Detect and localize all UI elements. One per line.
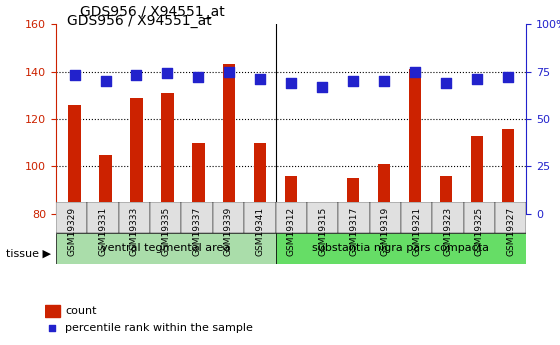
Text: ventral tegmental area: ventral tegmental area (101, 244, 230, 253)
FancyBboxPatch shape (119, 202, 150, 233)
FancyBboxPatch shape (56, 202, 87, 233)
FancyBboxPatch shape (150, 202, 181, 233)
Text: GSM19337: GSM19337 (193, 206, 202, 256)
Point (349, 78, 358, 84)
Bar (99, 155, 111, 214)
FancyBboxPatch shape (464, 202, 495, 233)
Text: tissue ▶: tissue ▶ (6, 249, 50, 258)
Text: GSM19333: GSM19333 (130, 206, 139, 256)
Point (132, 72, 141, 78)
FancyBboxPatch shape (401, 202, 432, 233)
Point (287, 80, 296, 86)
Text: GSM19319: GSM19319 (381, 206, 390, 256)
Point (473, 77, 482, 82)
Point (318, 84, 326, 89)
Bar (378, 164, 390, 214)
FancyBboxPatch shape (276, 233, 526, 264)
FancyBboxPatch shape (181, 202, 213, 233)
Point (441, 80, 450, 86)
Bar (316, 202, 328, 214)
Bar (192, 143, 204, 214)
Text: GSM19321: GSM19321 (412, 206, 421, 256)
Bar (130, 98, 143, 214)
Text: count: count (65, 306, 96, 316)
FancyBboxPatch shape (370, 202, 401, 233)
Bar (45, 305, 60, 317)
Text: GSM19317: GSM19317 (349, 206, 358, 256)
Text: GSM19335: GSM19335 (161, 206, 170, 256)
Text: GSM19325: GSM19325 (475, 206, 484, 256)
FancyBboxPatch shape (495, 202, 526, 233)
FancyBboxPatch shape (338, 202, 370, 233)
Bar (161, 93, 174, 214)
Text: GSM19341: GSM19341 (255, 206, 264, 256)
Bar (471, 136, 483, 214)
FancyBboxPatch shape (87, 202, 119, 233)
Point (194, 75, 203, 80)
Text: GSM19323: GSM19323 (444, 206, 452, 256)
Point (70, 72, 79, 78)
FancyBboxPatch shape (432, 202, 464, 233)
Bar (440, 176, 452, 214)
FancyBboxPatch shape (56, 233, 276, 264)
Point (361, 220, 370, 226)
Bar (285, 176, 297, 214)
Point (380, 78, 389, 84)
Text: GSM19312: GSM19312 (287, 206, 296, 256)
Text: substantia nigra pars compacta: substantia nigra pars compacta (312, 244, 489, 253)
Point (503, 75, 512, 80)
FancyBboxPatch shape (213, 202, 244, 233)
Point (256, 77, 265, 82)
FancyBboxPatch shape (307, 202, 338, 233)
Bar (347, 178, 360, 214)
Text: percentile rank within the sample: percentile rank within the sample (65, 323, 253, 333)
Text: GSM19315: GSM19315 (318, 206, 327, 256)
Bar (502, 128, 514, 214)
Bar (68, 105, 81, 214)
Point (410, 69, 419, 74)
Text: GSM19339: GSM19339 (224, 206, 233, 256)
Bar (254, 143, 267, 214)
Text: GSM19331: GSM19331 (99, 206, 108, 256)
Text: GDS956 / X94551_at: GDS956 / X94551_at (80, 5, 224, 19)
Point (101, 78, 110, 84)
Text: GSM19327: GSM19327 (506, 206, 515, 256)
Bar (409, 69, 421, 214)
Point (163, 71, 172, 76)
Text: GDS956 / X94551_at: GDS956 / X94551_at (67, 14, 212, 28)
Text: GSM19329: GSM19329 (67, 206, 76, 256)
FancyBboxPatch shape (244, 202, 276, 233)
Point (225, 69, 234, 74)
FancyBboxPatch shape (276, 202, 307, 233)
Bar (223, 65, 236, 214)
